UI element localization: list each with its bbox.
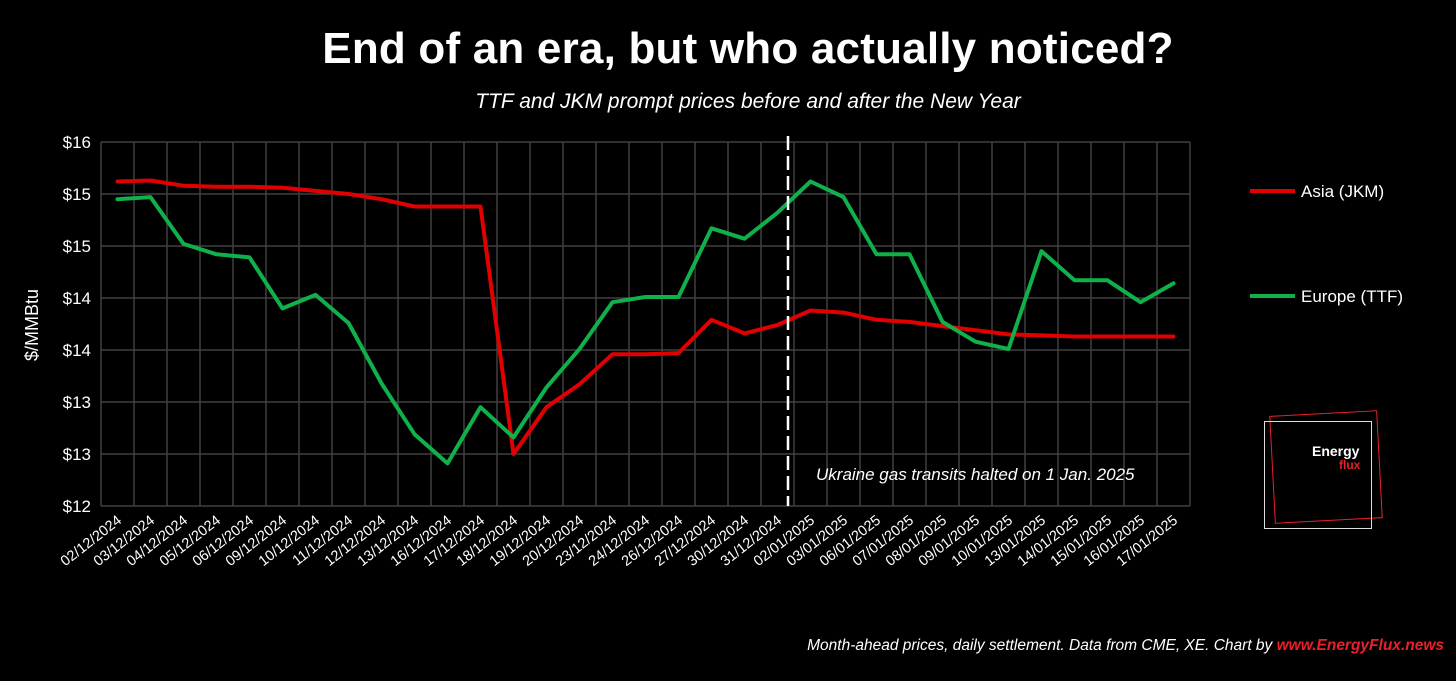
chart-title: End of an era, but who actually noticed? xyxy=(322,24,1174,73)
y-tick-label: $15 xyxy=(63,237,91,256)
y-tick-label: $15 xyxy=(63,185,91,204)
logo-white-frame xyxy=(1264,421,1372,529)
y-tick-label: $13 xyxy=(63,393,91,412)
logo-text-energy: Energy xyxy=(1312,443,1360,459)
annotation-text: Ukraine gas transits halted on 1 Jan. 20… xyxy=(816,465,1135,484)
legend-label-ttf: Europe (TTF) xyxy=(1301,287,1403,306)
series-line-jkm xyxy=(115,178,1176,456)
footer-text: Month-ahead prices, daily settlement. Da… xyxy=(807,637,1277,654)
y-tick-label: $16 xyxy=(63,133,91,152)
legend-label-jkm: Asia (JKM) xyxy=(1301,182,1384,201)
footer-source-note: Month-ahead prices, daily settlement. Da… xyxy=(807,637,1444,655)
y-tick-label: $12 xyxy=(63,497,91,516)
footer-link[interactable]: www.EnergyFlux.news xyxy=(1276,637,1444,654)
y-axis-ticks: $12 $13 $13 $14 $14 $15 $15 $16 xyxy=(63,133,91,516)
y-tick-label: $14 xyxy=(63,341,91,360)
y-tick-label: $13 xyxy=(63,445,91,464)
chart-subtitle: TTF and JKM prompt prices before and aft… xyxy=(475,90,1021,113)
series-line-ttf xyxy=(115,179,1176,466)
legend: Asia (JKM) Europe (TTF) xyxy=(1250,182,1403,306)
x-axis-ticks: 02/12/202403/12/202404/12/202405/12/2024… xyxy=(58,513,1181,570)
energyflux-logo: Energy flux xyxy=(1262,409,1387,531)
gridlines xyxy=(100,141,1191,507)
y-axis-label: $/MMBtu xyxy=(22,289,42,361)
series-lines xyxy=(115,178,1176,466)
logo-text-flux: flux xyxy=(1339,458,1361,472)
y-tick-label: $14 xyxy=(63,289,91,308)
